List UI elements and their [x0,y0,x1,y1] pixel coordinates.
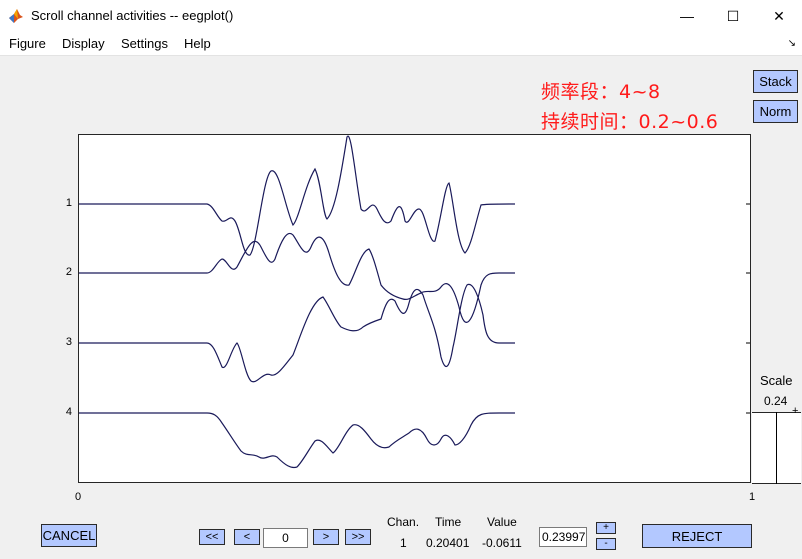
scale-increase-button[interactable]: + [596,522,616,534]
matlab-icon [9,9,23,23]
norm-button[interactable]: Norm [753,100,798,123]
time-header: Time [435,515,462,529]
channel-label-2: 2 [65,266,72,278]
stack-button[interactable]: Stack [753,70,798,93]
menu-bar: Figure Display Settings Help ↘ [0,32,802,56]
scale-decrease-button[interactable]: - [596,538,616,550]
frequency-band-annotation: 频率段：4~8 [541,81,661,103]
x-tick-end: 1 [749,491,756,503]
scale-tick-icon: + [792,405,799,417]
eeg-plot-area[interactable] [78,134,751,483]
minimize-button[interactable]: — [680,8,694,24]
scroll-prev-button[interactable]: < [234,529,260,545]
reject-button[interactable]: REJECT [642,524,752,548]
chan-value: 1 [400,536,407,550]
value-value: -0.0611 [482,536,522,550]
scroll-first-button[interactable]: << [199,529,225,545]
channel-4-trace [79,412,515,469]
scroll-last-button[interactable]: >> [345,529,371,545]
menu-display[interactable]: Display [62,36,105,51]
chan-header: Chan. [387,515,420,529]
maximize-button[interactable]: ☐ [726,7,740,24]
position-input[interactable] [263,528,308,548]
window-title: Scroll channel activities -- eegplot() [31,8,234,23]
channel-label-1: 1 [65,197,72,209]
menu-help[interactable]: Help [184,36,211,51]
title-bar: Scroll channel activities -- eegplot() —… [0,0,802,32]
menu-settings[interactable]: Settings [121,36,168,51]
time-value: 0.20401 [426,536,470,550]
scale-bar [776,412,777,484]
scroll-next-button[interactable]: > [313,529,339,545]
channel-label-3: 3 [65,336,72,348]
value-header: Value [487,515,517,529]
duration-annotation: 持续时间：0.2~0.6 [541,111,719,133]
channel-1-trace [79,135,515,256]
dock-arrow-icon[interactable]: ↘ [787,38,796,49]
channel-label-4: 4 [65,406,72,418]
x-tick-start: 0 [75,491,82,503]
scale-value: 0.24 [764,394,788,408]
scale-value-input[interactable] [539,527,587,547]
channel-2-trace [79,232,515,323]
eeg-traces [79,135,750,469]
channel-3-trace [79,283,515,383]
scale-title: Scale [760,373,793,388]
close-button[interactable]: ✕ [773,7,785,24]
cancel-button[interactable]: CANCEL [41,524,97,547]
menu-figure[interactable]: Figure [9,36,46,51]
